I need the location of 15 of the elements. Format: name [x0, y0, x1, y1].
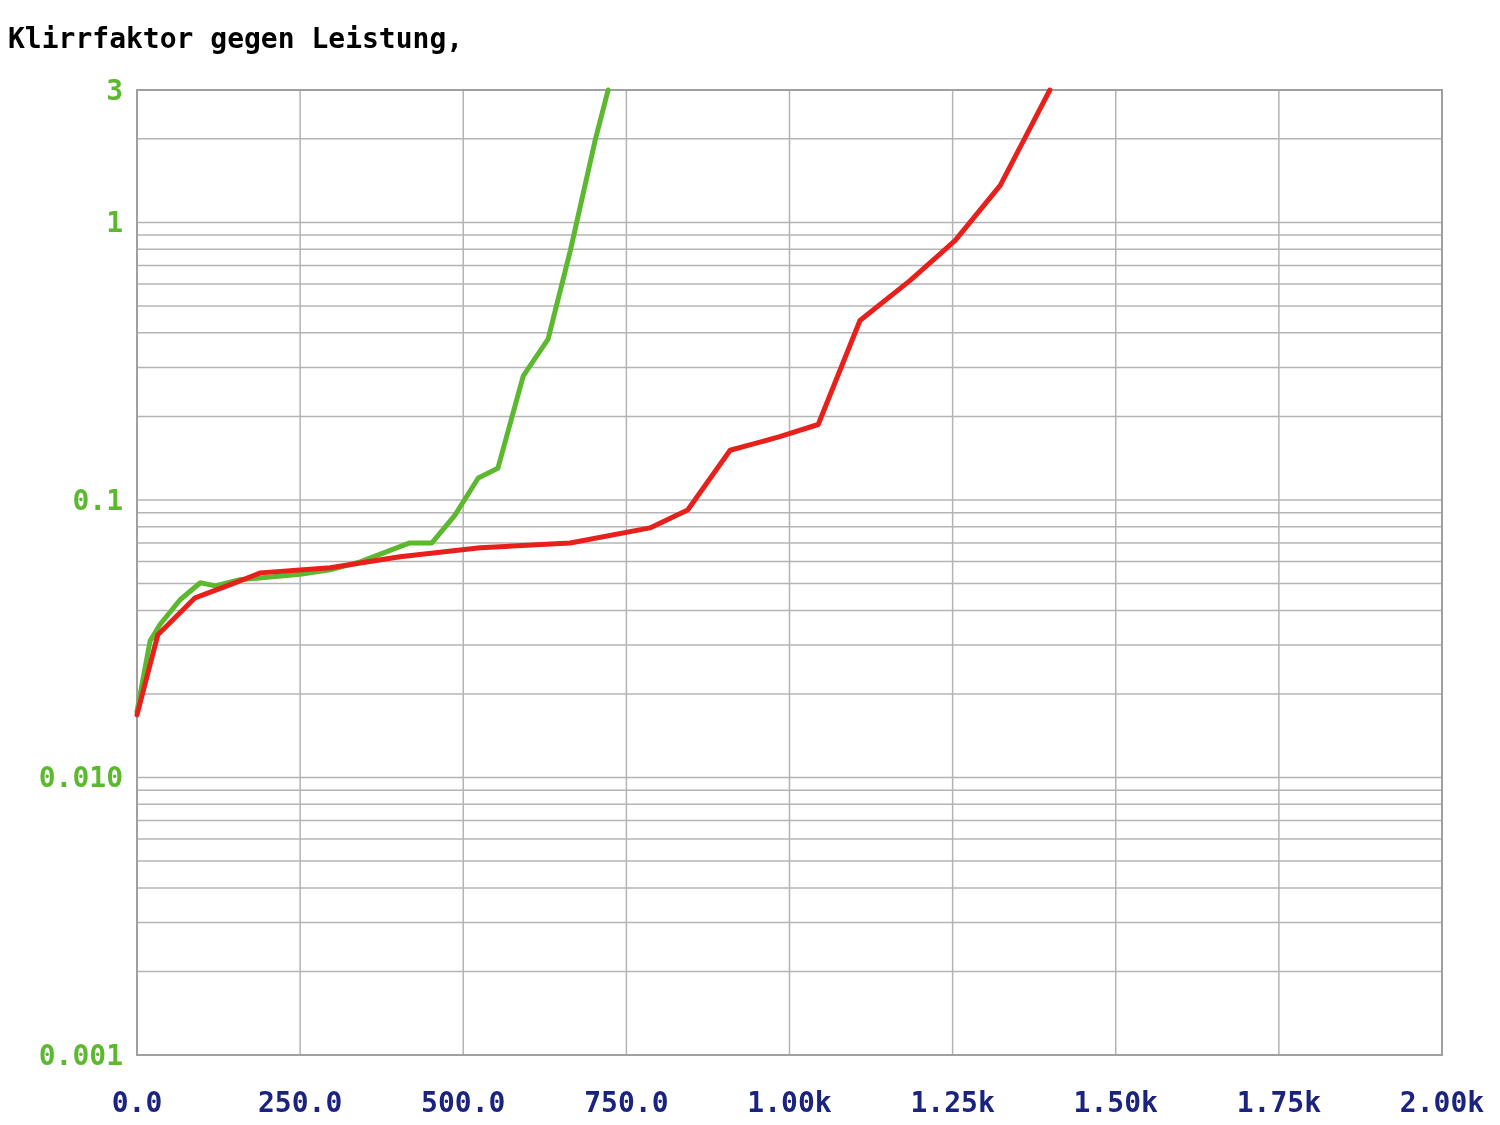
y-tick-label: 0.010 — [38, 761, 123, 795]
x-tick-label: 1.25k — [910, 1086, 995, 1119]
x-tick-label: 1.50k — [1073, 1086, 1159, 1119]
x-tick-label: 500.0 — [421, 1086, 506, 1119]
y-tick-label: 0.001 — [38, 1038, 123, 1072]
y-tick-label: 3 — [106, 73, 123, 107]
x-tick-label: 1.00k — [747, 1086, 832, 1119]
x-tick-label: 1.75k — [1236, 1086, 1322, 1119]
chart-title: Klirrfaktor gegen Leistung, — [8, 22, 464, 55]
y-tick-label: 0.1 — [72, 483, 123, 517]
x-tick-label: 2.00k — [1399, 1086, 1485, 1119]
x-tick-label: 0.0 — [111, 1086, 163, 1119]
x-tick-label: 250.0 — [257, 1086, 343, 1119]
y-tick-label: 1 — [106, 206, 123, 240]
x-tick-label: 750.0 — [584, 1086, 669, 1119]
